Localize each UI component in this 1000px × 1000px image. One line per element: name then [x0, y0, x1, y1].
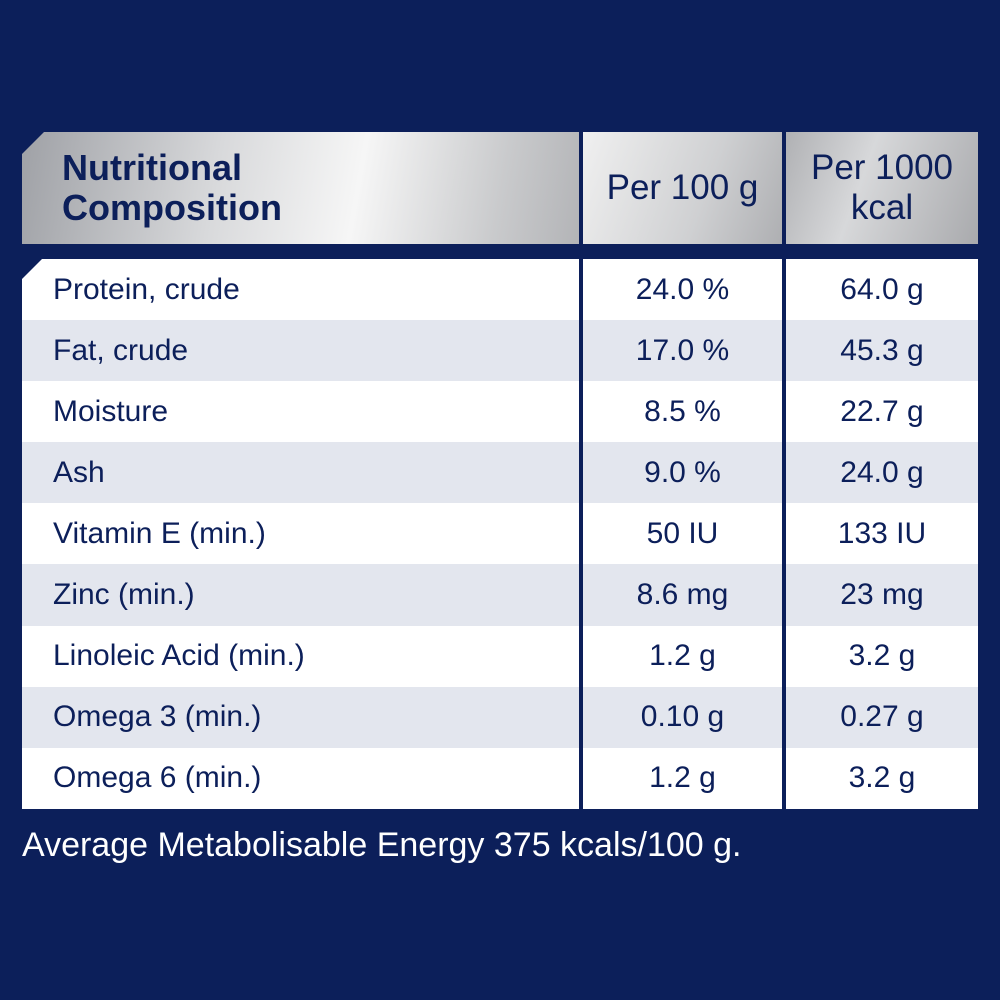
nutrient-name: Omega 6 (min.) — [22, 747, 579, 809]
table-row: Fat, crude 17.0 % 45.3 g — [22, 320, 978, 382]
value-per-1000kcal: 24.0 g — [786, 442, 978, 504]
table-row: Linoleic Acid (min.) 1.2 g 3.2 g — [22, 625, 978, 687]
value-per-100g: 0.10 g — [583, 686, 782, 748]
value-per-100g: 50 IU — [583, 503, 782, 565]
nutrient-name: Fat, crude — [22, 320, 579, 382]
value-per-100g: 9.0 % — [583, 442, 782, 504]
table-row: Omega 3 (min.) 0.10 g 0.27 g — [22, 686, 978, 748]
table-row: Omega 6 (min.) 1.2 g 3.2 g — [22, 747, 978, 809]
nutrient-name: Omega 3 (min.) — [22, 686, 579, 748]
table-row: Vitamin E (min.) 50 IU 133 IU — [22, 503, 978, 565]
energy-footnote: Average Metabolisable Energy 375 kcals/1… — [22, 826, 742, 864]
table-row: Zinc (min.) 8.6 mg 23 mg — [22, 564, 978, 626]
header-per-1000kcal-cell: Per 1000 kcal — [786, 132, 978, 244]
column-header-per-1000kcal: Per 1000 kcal — [810, 148, 954, 227]
value-per-1000kcal: 0.27 g — [786, 686, 978, 748]
value-per-1000kcal: 64.0 g — [786, 259, 978, 321]
nutrient-name: Moisture — [22, 381, 579, 443]
value-per-100g: 8.6 mg — [583, 564, 782, 626]
table-row: Moisture 8.5 % 22.7 g — [22, 381, 978, 443]
value-per-1000kcal: 45.3 g — [786, 320, 978, 382]
table-row: Ash 9.0 % 24.0 g — [22, 442, 978, 504]
nutrient-name: Protein, crude — [22, 259, 579, 321]
value-per-100g: 1.2 g — [583, 625, 782, 687]
table-body: Protein, crude 24.0 % 64.0 g Fat, crude 17.0… — [22, 259, 978, 809]
value-per-1000kcal: 22.7 g — [786, 381, 978, 443]
value-per-100g: 24.0 % — [583, 259, 782, 321]
value-per-100g: 1.2 g — [583, 747, 782, 809]
column-header-per-100g: Per 100 g — [606, 168, 759, 207]
value-per-100g: 8.5 % — [583, 381, 782, 443]
value-per-1000kcal: 23 mg — [786, 564, 978, 626]
nutrient-name: Ash — [22, 442, 579, 504]
value-per-1000kcal: 3.2 g — [786, 747, 978, 809]
nutrient-name: Linoleic Acid (min.) — [22, 625, 579, 687]
table-row: Protein, crude 24.0 % 64.0 g — [22, 259, 978, 321]
header-per-100g-cell: Per 100 g — [583, 132, 782, 244]
header-title-cell: Nutritional Composition — [22, 132, 579, 244]
value-per-100g: 17.0 % — [583, 320, 782, 382]
value-per-1000kcal: 3.2 g — [786, 625, 978, 687]
nutrient-name: Zinc (min.) — [22, 564, 579, 626]
nutrient-name: Vitamin E (min.) — [22, 503, 579, 565]
table-title: Nutritional Composition — [62, 147, 282, 228]
value-per-1000kcal: 133 IU — [786, 503, 978, 565]
